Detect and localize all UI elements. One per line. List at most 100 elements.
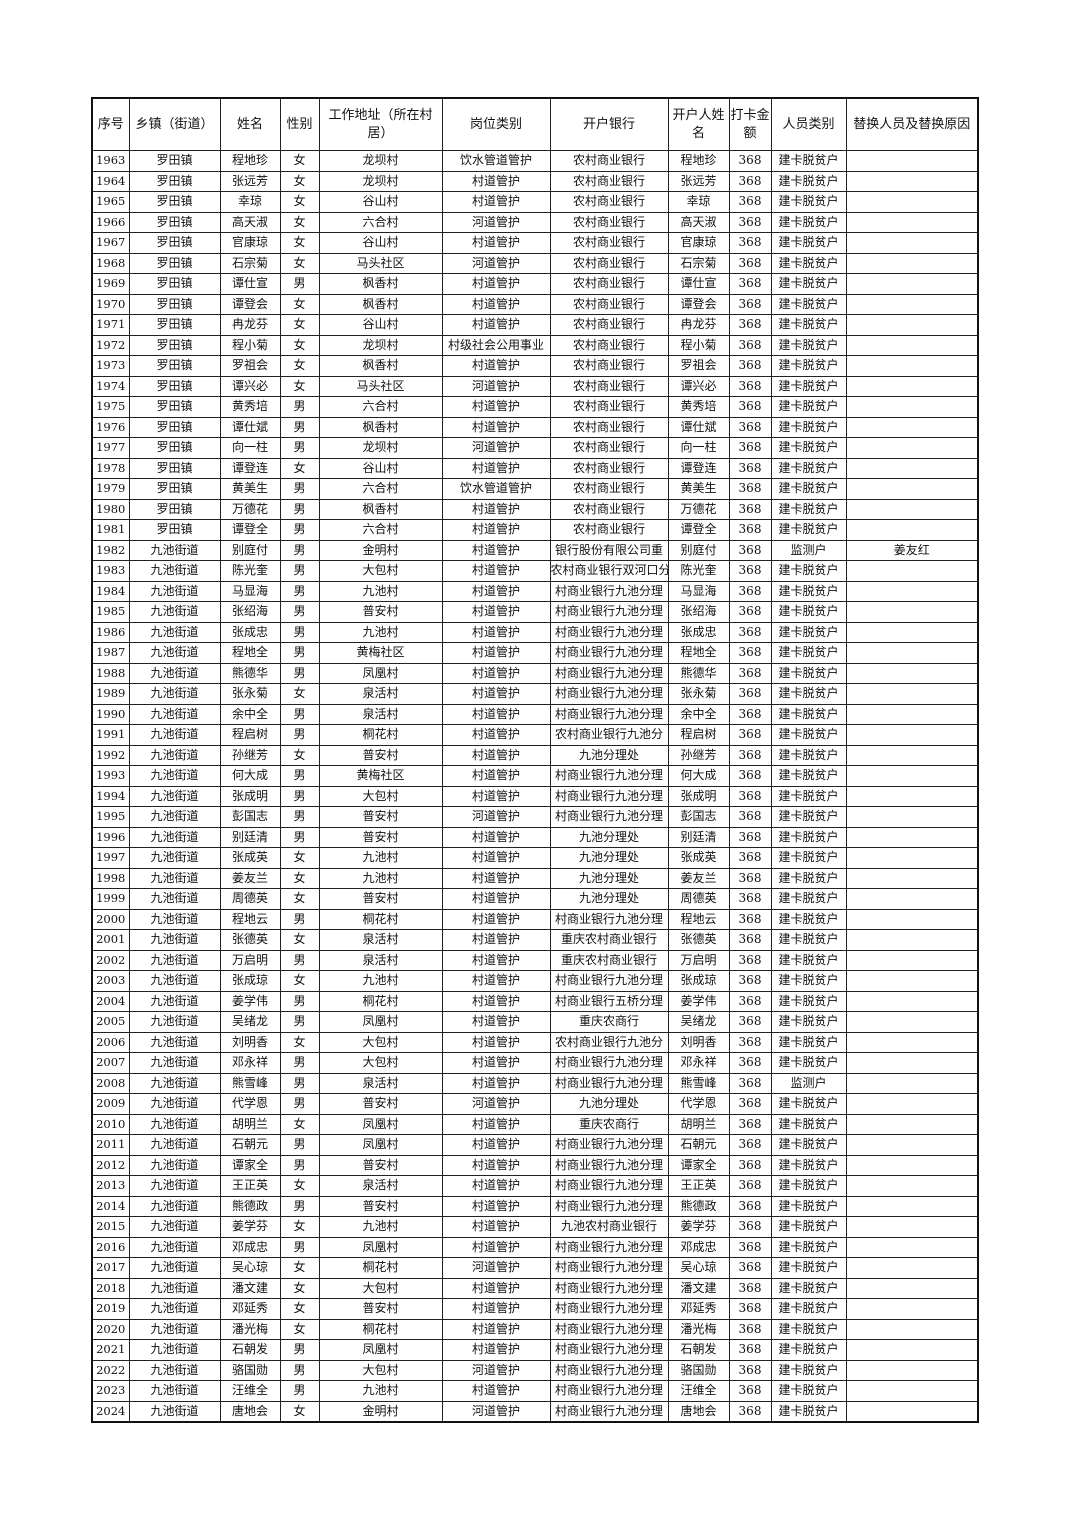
cell-post-type: 村道管护 [441,601,551,623]
cell-person-type: 建卡脱贫户 [770,1216,847,1238]
cell-amount: 368 [728,539,772,561]
cell-work-address: 凤凰村 [318,1011,443,1033]
cell-gender: 女 [279,375,320,397]
cell-name: 万启明 [219,949,281,971]
cell-township: 九池街道 [128,847,221,869]
cell-gender: 女 [279,1277,320,1299]
cell-township: 九池街道 [128,580,221,602]
table-row: 2022 九池街道 骆国勋男大包村 河道管护 村商业银行九池分理 骆国勋 368 建卡脱贫户 [91,1359,979,1381]
cell-person-type: 建卡脱贫户 [770,334,847,356]
cell-amount: 368 [728,1257,772,1279]
cell-account-holder: 姜学芬 [667,1216,730,1238]
cell-person-type: 监测户 [770,1072,847,1094]
cell-name: 程小菊 [219,334,281,356]
table-row: 1989 九池街道 张永菊女泉活村 村道管护 村商业银行九池分理 张永菊 368 建卡脱贫户 [91,683,979,705]
cell-person-type: 建卡脱贫户 [770,1339,847,1361]
cell-work-address: 九池村 [318,621,443,643]
cell-replacement [845,929,979,951]
cell-account-holder: 石朝发 [667,1339,730,1361]
cell-person-type: 建卡脱贫户 [770,662,847,684]
cell-gender: 男 [279,1195,320,1217]
cell-name: 别廷清 [219,826,281,848]
cell-name: 熊雪峰 [219,1072,281,1094]
cell-work-address: 泉活村 [318,1175,443,1197]
cell-replacement: 姜友红 [845,539,979,561]
cell-account-holder: 程地珍 [667,150,730,172]
cell-township: 九池街道 [128,1400,221,1423]
cell-account-holder: 别庭付 [667,539,730,561]
cell-work-address: 桐花村 [318,908,443,930]
cell-name: 谭仕宣 [219,273,281,295]
cell-name: 程地云 [219,908,281,930]
cell-replacement [845,396,979,418]
cell-seq: 2007 [91,1052,130,1074]
cell-seq: 1985 [91,601,130,623]
cell-post-type: 村道管护 [441,744,551,766]
cell-bank: 农村商业银行 [549,293,669,315]
cell-replacement [845,1195,979,1217]
cell-seq: 1993 [91,765,130,787]
cell-person-type: 建卡脱贫户 [770,1195,847,1217]
table-row: 2016 九池街道 邓成忠男凤凰村 村道管护 村商业银行九池分理 邓成忠 368 建卡脱贫户 [91,1236,979,1258]
cell-work-address: 普安村 [318,1298,443,1320]
cell-bank: 九池分理处 [549,847,669,869]
cell-gender: 女 [279,1318,320,1340]
cell-township: 九池街道 [128,1113,221,1135]
cell-gender: 女 [279,170,320,192]
cell-work-address: 桐花村 [318,990,443,1012]
header-post-type: 岗位类别 [441,97,551,151]
cell-replacement [845,437,979,459]
cell-seq: 1994 [91,785,130,807]
cell-seq: 1967 [91,232,130,254]
cell-seq: 1988 [91,662,130,684]
cell-person-type: 监测户 [770,539,847,561]
cell-gender: 男 [279,1380,320,1402]
cell-replacement [845,478,979,500]
cell-replacement [845,232,979,254]
cell-amount: 368 [728,560,772,582]
header-name: 姓名 [219,97,281,151]
cell-name: 万德花 [219,498,281,520]
cell-person-type: 建卡脱贫户 [770,1236,847,1258]
cell-account-holder: 彭国志 [667,806,730,828]
cell-replacement [845,765,979,787]
cell-seq: 1983 [91,560,130,582]
cell-account-holder: 谭家全 [667,1154,730,1176]
cell-person-type: 建卡脱贫户 [770,314,847,336]
table-row: 2008 九池街道 熊雪峰男泉活村 村道管护 村商业银行九池分理 熊雪峰 368 监测户 [91,1072,979,1094]
cell-township: 罗田镇 [128,334,221,356]
cell-amount: 368 [728,170,772,192]
table-row: 2000 九池街道 程地云男桐花村 村道管护 村商业银行九池分理 程地云 368 建卡脱贫户 [91,908,979,930]
cell-name: 熊德华 [219,662,281,684]
header-township: 乡镇（街道） [128,97,221,151]
cell-bank: 村商业银行九池分理 [549,1236,669,1258]
cell-work-address: 普安村 [318,826,443,848]
cell-post-type: 村道管护 [441,1216,551,1238]
cell-work-address: 桐花村 [318,1257,443,1279]
cell-work-address: 谷山村 [318,232,443,254]
table-row: 2014 九池街道 熊德政男普安村 村道管护 村商业银行九池分理 熊德政 368 建卡脱贫户 [91,1195,979,1217]
cell-name: 吴心琼 [219,1257,281,1279]
cell-seq: 2017 [91,1257,130,1279]
cell-seq: 2005 [91,1011,130,1033]
cell-post-type: 村道管护 [441,929,551,951]
table-row: 1994 九池街道 张成明男大包村 村道管护 村商业银行九池分理 张成明 368 建卡脱贫户 [91,785,979,807]
cell-account-holder: 高天淑 [667,211,730,233]
cell-post-type: 村道管护 [441,396,551,418]
cell-gender: 男 [279,478,320,500]
cell-bank: 九池分理处 [549,826,669,848]
cell-post-type: 饮水管道管护 [441,150,551,172]
cell-name: 别庭付 [219,539,281,561]
cell-replacement [845,970,979,992]
cell-work-address: 枫香村 [318,416,443,438]
cell-person-type: 建卡脱贫户 [770,1380,847,1402]
cell-person-type: 建卡脱贫户 [770,252,847,274]
cell-name: 石宗菊 [219,252,281,274]
cell-seq: 1987 [91,642,130,664]
cell-seq: 1975 [91,396,130,418]
cell-township: 九池街道 [128,1011,221,1033]
cell-post-type: 村道管护 [441,457,551,479]
cell-township: 罗田镇 [128,273,221,295]
cell-person-type: 建卡脱贫户 [770,724,847,746]
cell-replacement [845,150,979,172]
